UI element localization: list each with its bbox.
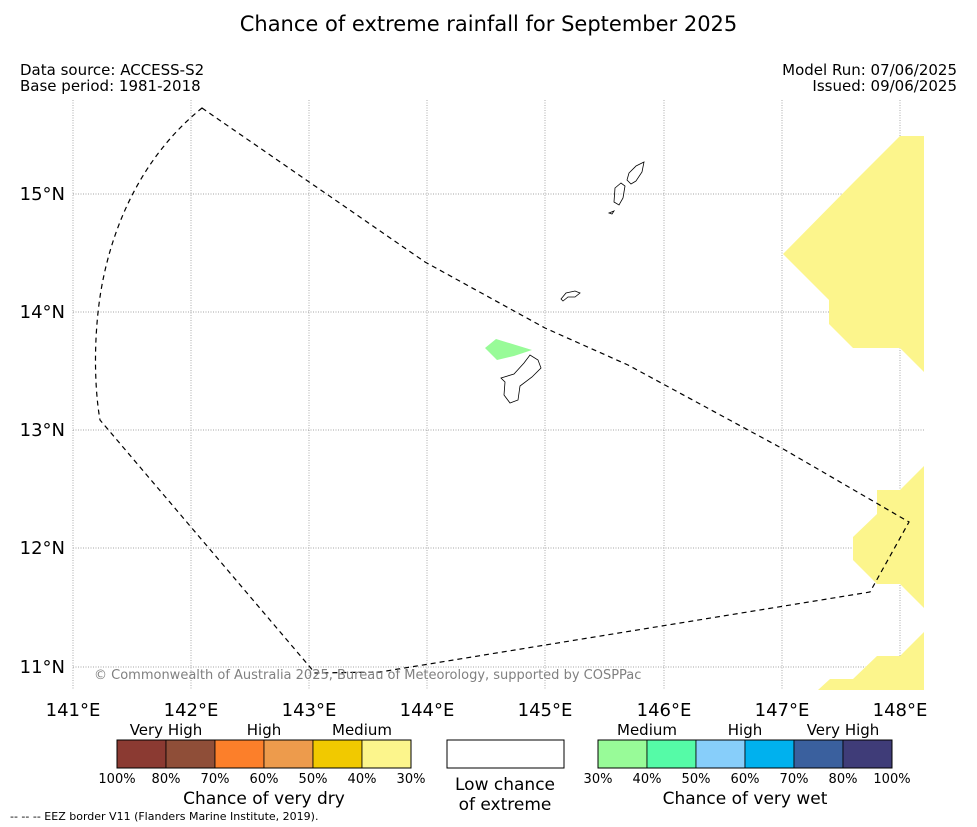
legend-wet: Medium High Very High 30% 40% 50% 60% 70… (584, 721, 911, 809)
legend-wet-swatch (793, 739, 844, 769)
legend-dry-tick: 30% (397, 772, 426, 787)
legend-wet-tick: 60% (731, 772, 760, 787)
legend-dry-tick: 40% (348, 772, 377, 787)
lon-label: 146°E (637, 700, 692, 721)
legend-low-swatch (446, 739, 565, 769)
legend-low-caption-2: of extreme (459, 795, 552, 815)
legend-dry-label: Very High (130, 721, 203, 739)
legend-dry-caption: Chance of very dry (183, 789, 345, 809)
lon-label: 148°E (873, 700, 928, 721)
map-title: Chance of extreme rainfall for September… (239, 12, 738, 36)
graticule (72, 100, 924, 690)
legend-wet-tick: 40% (633, 772, 662, 787)
legend-dry-swatch (116, 739, 167, 769)
data-source-info: Data source: ACCESS-S2 Base period: 1981… (20, 62, 204, 94)
legend-wet-swatch (646, 739, 697, 769)
legend-wet-swatch (695, 739, 746, 769)
legend-dry-label: Medium (332, 721, 392, 739)
rota-island (560, 290, 581, 302)
dry-area-southeast (853, 466, 924, 608)
legend-dry-swatch (214, 739, 265, 769)
legend-wet-caption: Chance of very wet (663, 789, 828, 809)
copyright-text: © Commonwealth of Australia 2025, Bureau… (94, 668, 641, 683)
legend-dry-tick: 70% (201, 772, 230, 787)
saipan-island (626, 161, 645, 185)
legend-wet-label: Medium (617, 721, 677, 739)
legend-wet-tick: 100% (873, 772, 910, 787)
tinian-island (613, 182, 626, 206)
legend-wet-tick: 30% (584, 772, 613, 787)
legend-dry-swatch (263, 739, 314, 769)
eez-border (94, 107, 910, 674)
legend-wet-label: High (728, 721, 762, 739)
islands (500, 161, 645, 404)
aguijan-island (607, 210, 616, 215)
issued-date: Issued: 09/06/2025 (812, 77, 957, 95)
legend-wet-swatch (842, 739, 893, 769)
data-source: Data source: ACCESS-S2 (20, 61, 205, 79)
model-run: Model Run: 07/06/2025 (782, 61, 957, 79)
legend-low-caption-1: Low chance (455, 775, 555, 795)
lat-label: 11°N (20, 657, 65, 678)
lat-label: 12°N (20, 538, 65, 559)
legend-wet-swatch (597, 739, 648, 769)
guam-island (500, 354, 542, 404)
medium-wet-area (485, 339, 532, 360)
legend-dry-swatch (312, 739, 363, 769)
latitude-labels: 15°N 14°N 13°N 12°N 11°N (20, 184, 65, 678)
legend-dry-tick: 60% (250, 772, 279, 787)
legend-wet-label: Very High (807, 721, 880, 739)
legend-dry: Very High High Medium 100% 80% 70% 60% 5… (98, 721, 425, 809)
dry-area-east (783, 136, 924, 372)
lat-label: 15°N (20, 184, 65, 205)
lat-label: 13°N (20, 420, 65, 441)
lat-label: 14°N (20, 302, 65, 323)
legend-dry-swatch (165, 739, 216, 769)
legend-dry-tick: 80% (152, 772, 181, 787)
legend-dry-label: High (247, 721, 281, 739)
legend-dry-tick: 50% (299, 772, 328, 787)
lon-label: 144°E (400, 700, 455, 721)
lon-label: 141°E (46, 700, 101, 721)
base-period: Base period: 1981-2018 (20, 77, 201, 95)
legend-wet-tick: 70% (780, 772, 809, 787)
legend-dry-tick: 100% (98, 772, 135, 787)
legend-wet-swatch (744, 739, 795, 769)
lon-label: 147°E (755, 700, 810, 721)
lon-label: 142°E (164, 700, 219, 721)
longitude-labels: 141°E 142°E 143°E 144°E 145°E 146°E 147°… (46, 700, 928, 721)
legend-wet-tick: 50% (682, 772, 711, 787)
lon-label: 143°E (282, 700, 337, 721)
eez-footnote: -- -- -- EEZ border V11 (Flanders Marine… (10, 810, 318, 823)
model-run-info: Model Run: 07/06/2025 Issued: 09/06/2025 (782, 62, 957, 94)
legend-low-chance: Low chance of extreme (446, 739, 565, 815)
medium-dry-areas (783, 136, 924, 690)
legend-wet-tick: 80% (829, 772, 858, 787)
dry-area-south (818, 632, 924, 690)
lon-label: 145°E (518, 700, 573, 721)
legend-dry-swatch (361, 739, 412, 769)
